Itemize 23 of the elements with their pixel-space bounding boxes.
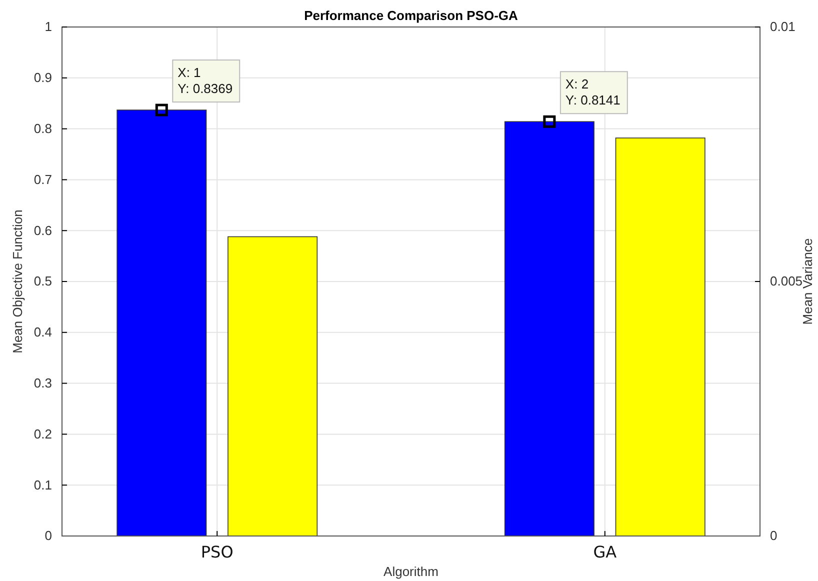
chart-title: Performance Comparison PSO-GA [304,8,519,23]
y-tick-label: 0.7 [34,172,52,187]
y-tick-label: 0.8 [34,120,52,136]
x-tick-label: GA [593,542,617,562]
y-tick-label: 0.3 [34,375,52,390]
datatip-box: X: 1 Y: 0.8369 [172,60,240,103]
y-tick-label: 1 [44,19,52,34]
annotation: X: 1 Y: 0.8369 [178,65,233,96]
annotation: X: 2 Y: 0.8141 [565,76,620,108]
y-tick-label: 0.1 [34,477,52,492]
y2-tick-label: 0.005 [770,274,803,289]
datatip-box: X: 2 Y: 0.8141 [560,71,628,114]
y-tick-label: 0.9 [34,70,52,86]
y-tick-label: 0.6 [34,222,52,238]
y2-tick-label: 0 [770,528,778,544]
y-axis-title: Mean Objective Function [10,210,25,354]
y-tick-label: 0.2 [34,426,52,442]
y2-tick-label: 0.01 [770,19,796,34]
x-tick-label: PSO [200,542,234,562]
y-tick-label: 0.5 [34,274,52,289]
y-tick-label: 0 [44,528,52,544]
y-tick-label: 0.4 [34,324,52,340]
x-axis-title: Algorithm [384,564,438,579]
